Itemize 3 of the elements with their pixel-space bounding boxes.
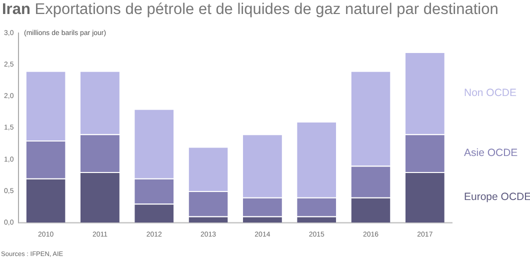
series-label: Non OCDE	[464, 86, 517, 99]
chart-title: Iran Exportations de pétrole et de liquides de gaz naturel par destination	[2, 1, 498, 19]
series-label: Asie OCDE	[464, 146, 518, 159]
